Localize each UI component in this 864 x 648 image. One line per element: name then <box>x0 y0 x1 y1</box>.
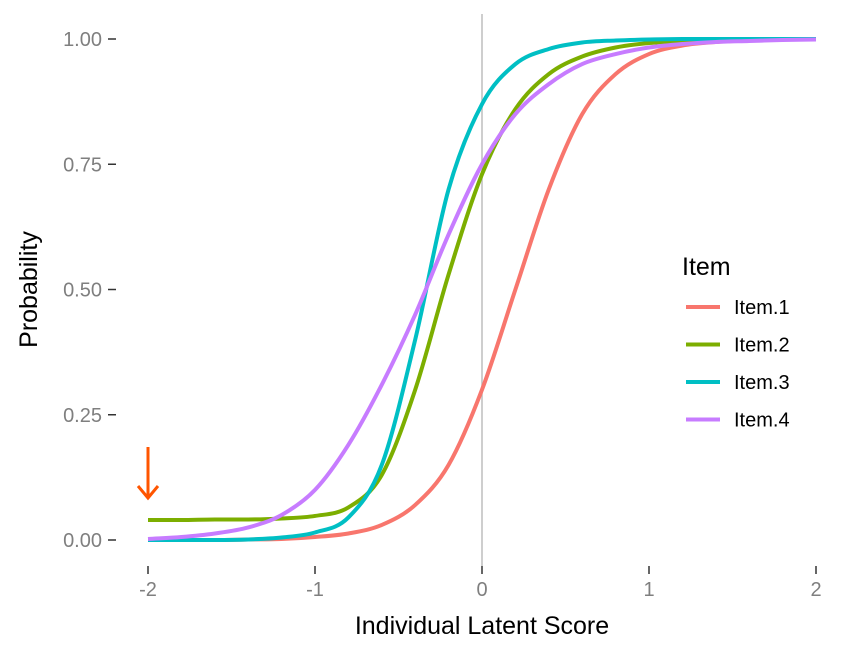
x-tick-label: -2 <box>139 579 157 601</box>
legend-label: Item.3 <box>734 372 790 394</box>
series-line-item-4 <box>147 37 817 541</box>
legend-label: Item.1 <box>734 297 790 319</box>
x-tick-label: 2 <box>810 579 821 601</box>
x-axis-title: Individual Latent Score <box>355 612 609 640</box>
y-tick-label: 0.50 <box>63 280 102 302</box>
y-tick-label: 1.00 <box>63 29 102 51</box>
x-tick-label: 1 <box>643 579 654 601</box>
arrow-head <box>136 485 160 501</box>
y-tick-label: 0.00 <box>63 530 102 552</box>
y-axis-title: Probability <box>15 231 43 348</box>
axes: 0.00 0.25 0.50 0.75 1.00 -2 -1 0 1 2 Individual … <box>15 29 822 640</box>
y-tick-label: 0.75 <box>63 154 102 176</box>
legend-items: Item.1 Item.2 Item.3 Item.4 <box>686 297 790 432</box>
legend-title: Item <box>682 253 731 281</box>
legend: Item Item.1 Item.2 Item.3 Item.4 <box>682 253 790 432</box>
x-tick-label: -1 <box>306 579 324 601</box>
series-line-item-3 <box>148 36 816 542</box>
annotation-arrow <box>136 447 160 501</box>
y-axis-ticks: 0.00 0.25 0.50 0.75 1.00 <box>63 29 116 552</box>
y-tick-label: 0.25 <box>63 405 102 427</box>
x-axis-ticks: -2 -1 0 1 2 <box>139 566 822 601</box>
legend-label: Item.2 <box>734 335 790 357</box>
x-tick-label: 0 <box>476 579 487 601</box>
plot-panel <box>147 14 817 566</box>
legend-label: Item.4 <box>734 410 790 432</box>
series-layer <box>147 36 817 542</box>
